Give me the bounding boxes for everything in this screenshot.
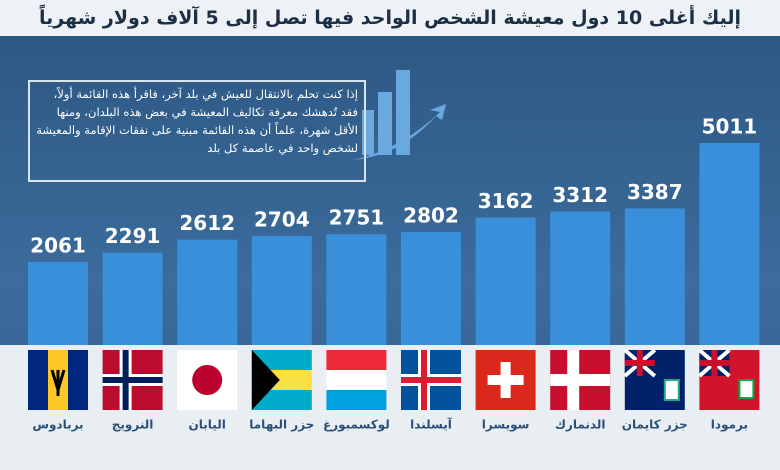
flag [550,350,611,410]
category-label: بربادوس [32,418,83,433]
flag [251,350,312,410]
value-label: 5011 [702,115,758,139]
value-label: 2612 [179,211,235,235]
flag-part [50,369,66,396]
category-label: اليابان [189,418,226,432]
flag-part [326,370,387,390]
chart-title: إليك أغلى 10 دول معيشة الشخص الواحد فيها… [0,0,780,36]
flag-part [251,390,312,410]
flag-part [251,350,312,370]
bar [177,239,238,345]
category-label: سويسرا [482,418,530,433]
category-label: جزر البهاما [249,418,314,432]
value-label: 2061 [30,233,86,257]
flag-part [28,350,48,410]
category-label: برمودا [711,418,748,433]
city-icon [352,70,446,160]
flag [28,350,88,410]
flag-part [487,375,524,385]
category-label: جزر كايمان [622,418,688,432]
description: إذا كنت تحلم بالانتقال للعيش في بلد آخر،… [28,80,366,182]
flag-part [401,377,461,383]
value-label: 2704 [254,207,310,231]
flag [102,350,163,410]
flag [475,350,536,410]
flag-part [550,374,611,386]
flag-part [326,390,387,410]
value-label: 3312 [552,183,608,207]
flag-part [663,379,680,401]
bar [475,217,536,345]
category-label: لوكسمبورغ [323,418,390,433]
flag-part [192,365,223,395]
flag [698,348,760,410]
flag-part [68,350,88,410]
bar [401,232,461,345]
bar [699,143,760,345]
value-label: 2291 [105,224,161,248]
flag-part [699,360,730,366]
bar [102,252,163,345]
flag [177,350,238,410]
flag [623,348,685,410]
bar [251,235,312,345]
value-label: 2751 [329,206,385,230]
flag-part [102,377,163,383]
value-label: 3162 [478,189,534,213]
category-label: النرويج [112,418,154,433]
value-label: 2802 [403,204,459,228]
flag-part [624,360,655,366]
bar [624,208,685,345]
flag-part [251,350,280,410]
category-label: آيسلندا [410,417,453,432]
bar [550,211,611,345]
flag-part [738,379,755,399]
bar [326,234,387,345]
value-label: 3387 [627,180,683,204]
flag [401,350,461,410]
category-label: الدنمارك [555,418,606,432]
bar [28,261,88,345]
flag-part [326,350,387,370]
flag [326,350,387,410]
